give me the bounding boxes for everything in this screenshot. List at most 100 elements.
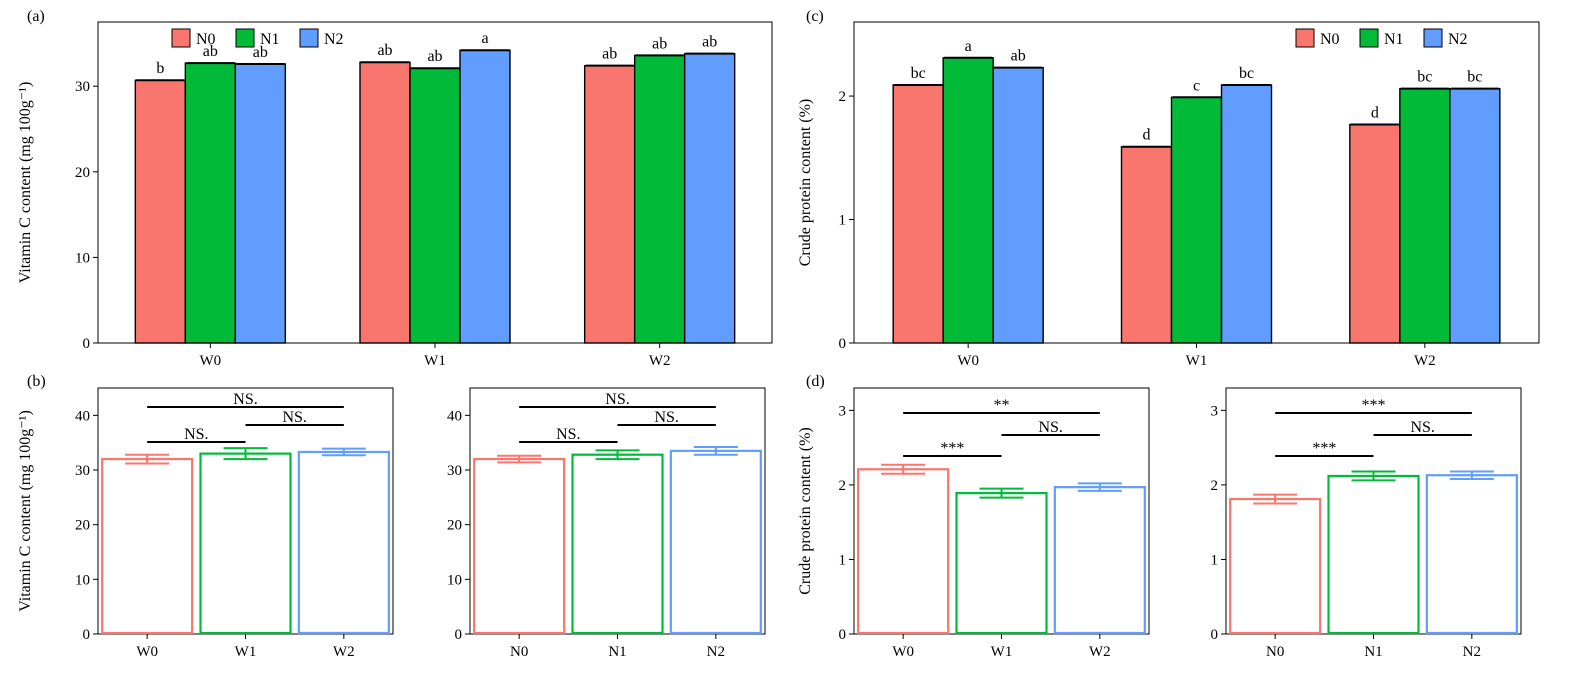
significance-letter: b [156, 60, 164, 77]
bar-N0 [473, 457, 566, 635]
legend-entry-N1: N1 [260, 31, 280, 48]
bar-W2 [1053, 486, 1146, 635]
significance-letter: ab [377, 42, 392, 59]
bar-N1-W0 [184, 62, 237, 344]
y-tick-label: 0 [455, 627, 463, 643]
bar-N2-W2 [1449, 87, 1501, 344]
y-tick-label: 2 [839, 478, 847, 494]
comparison-label: NS. [1038, 419, 1062, 436]
chart-b1: 0 10 20 30 40 W0 W1 W2 NS. NS. NS. Vitamin C conten… [17, 373, 394, 660]
significance-letter: ab [702, 34, 717, 51]
significance-letter: bc [1467, 69, 1482, 86]
y-axis-title: Crude protein content (%) [797, 99, 814, 267]
bar-N0 [1229, 497, 1322, 635]
bar-N1 [571, 453, 664, 635]
legend-swatch-N2 [299, 28, 319, 48]
x-tick-label: W2 [1414, 353, 1436, 369]
comparison-label: *** [940, 440, 964, 457]
x-tick-label: W0 [957, 353, 979, 369]
chart-d2: 0 1 2 3 N0 N1 N2 *** NS. *** [1211, 387, 1522, 660]
x-tick-label: W2 [1089, 644, 1111, 660]
legend-swatch-N1 [1359, 28, 1379, 48]
significance-letter: ab [203, 43, 218, 60]
bar-N2-W2 [683, 52, 736, 344]
bar-N0-W1 [1120, 145, 1173, 344]
significance-letter: bc [1417, 69, 1432, 86]
comparison-label: NS. [1410, 419, 1434, 436]
chart-c: 0 1 2 W0 bc a ab W1 d c bc W2 d bc bc N0 N1 N2 Crude prote… [797, 8, 1540, 369]
significance-letter: d [1143, 127, 1151, 144]
y-axis-title: Vitamin C content (mg 100g⁻¹) [17, 410, 34, 612]
comparison-label: *** [1312, 440, 1336, 457]
x-tick-label: N1 [1364, 644, 1382, 660]
y-tick-label: 20 [447, 518, 462, 534]
y-tick-label: 10 [447, 572, 462, 588]
significance-letter: a [965, 38, 972, 55]
bar-W0 [101, 457, 194, 635]
x-tick-label: W0 [136, 644, 158, 660]
y-tick-label: 40 [75, 408, 90, 424]
bar-N1-W2 [633, 54, 686, 344]
x-tick-label: W1 [991, 644, 1013, 660]
bar-N2-W0 [992, 66, 1044, 344]
bar-N0-W0 [134, 79, 187, 344]
panel-label: (d) [806, 373, 825, 390]
bar-W1 [955, 492, 1048, 635]
y-tick-label: 2 [839, 89, 847, 105]
legend-swatch-N0 [1295, 28, 1315, 48]
bar-N1-W2 [1399, 87, 1451, 344]
panel-label: (a) [27, 8, 45, 25]
bar-N1-W1 [409, 67, 461, 344]
comparison-label: NS. [233, 391, 257, 408]
significance-letter: ab [253, 44, 268, 61]
comparison-label: NS. [654, 409, 678, 426]
y-tick-label: 0 [839, 627, 847, 643]
bar-N1 [1327, 474, 1420, 635]
x-tick-label: W2 [333, 644, 355, 660]
y-tick-label: 30 [447, 463, 462, 479]
bar-N1-W1 [1170, 96, 1223, 344]
significance-letter: bc [1239, 65, 1254, 82]
bar-N0-W1 [359, 61, 411, 344]
y-tick-label: 20 [75, 165, 90, 181]
significance-letter: c [1193, 77, 1200, 94]
plot-frame [853, 387, 1150, 635]
bar-N0-W2 [1349, 123, 1401, 344]
plot-frame [1225, 387, 1522, 635]
comparison-label: NS. [282, 409, 306, 426]
bar-N1-W0 [942, 57, 994, 344]
x-tick-label: W1 [424, 353, 446, 369]
legend-entry-N0: N0 [1320, 31, 1340, 48]
legend-swatch-N0 [171, 28, 191, 48]
x-tick-label: N2 [1463, 644, 1481, 660]
x-tick-label: W0 [199, 353, 221, 369]
y-tick-label: 3 [839, 403, 847, 419]
bar-N0-W2 [583, 64, 636, 344]
significance-letter: ab [602, 46, 617, 63]
chart-d1: 0 1 2 3 W0 W1 W2 ** NS. *** Crude protein content … [797, 373, 1150, 660]
comparison-label: ** [994, 397, 1010, 414]
bar-W1 [199, 452, 292, 635]
significance-letter: a [481, 30, 488, 47]
legend-entry-N2: N2 [1448, 31, 1468, 48]
bar-N0-W0 [892, 84, 944, 344]
x-tick-label: N2 [707, 644, 725, 660]
legend-entry-N1: N1 [1384, 31, 1404, 48]
y-tick-label: 3 [1211, 403, 1219, 419]
significance-letter: ab [1011, 48, 1026, 65]
y-tick-label: 10 [75, 572, 90, 588]
chart-b2: 0 10 20 30 40 N0 N1 N2 NS. NS. NS. [447, 387, 766, 660]
y-tick-label: 0 [1211, 627, 1219, 643]
y-tick-label: 30 [75, 463, 90, 479]
significance-letter: d [1371, 104, 1379, 121]
x-tick-label: W1 [235, 644, 257, 660]
y-tick-label: 1 [839, 552, 847, 568]
bar-N2-W0 [234, 63, 287, 344]
legend-entry-N2: N2 [324, 31, 344, 48]
significance-letter: bc [911, 65, 926, 82]
x-tick-label: N0 [510, 644, 528, 660]
x-tick-label: N0 [1266, 644, 1284, 660]
comparison-label: NS. [556, 426, 580, 443]
legend-entry-N0: N0 [196, 31, 216, 48]
